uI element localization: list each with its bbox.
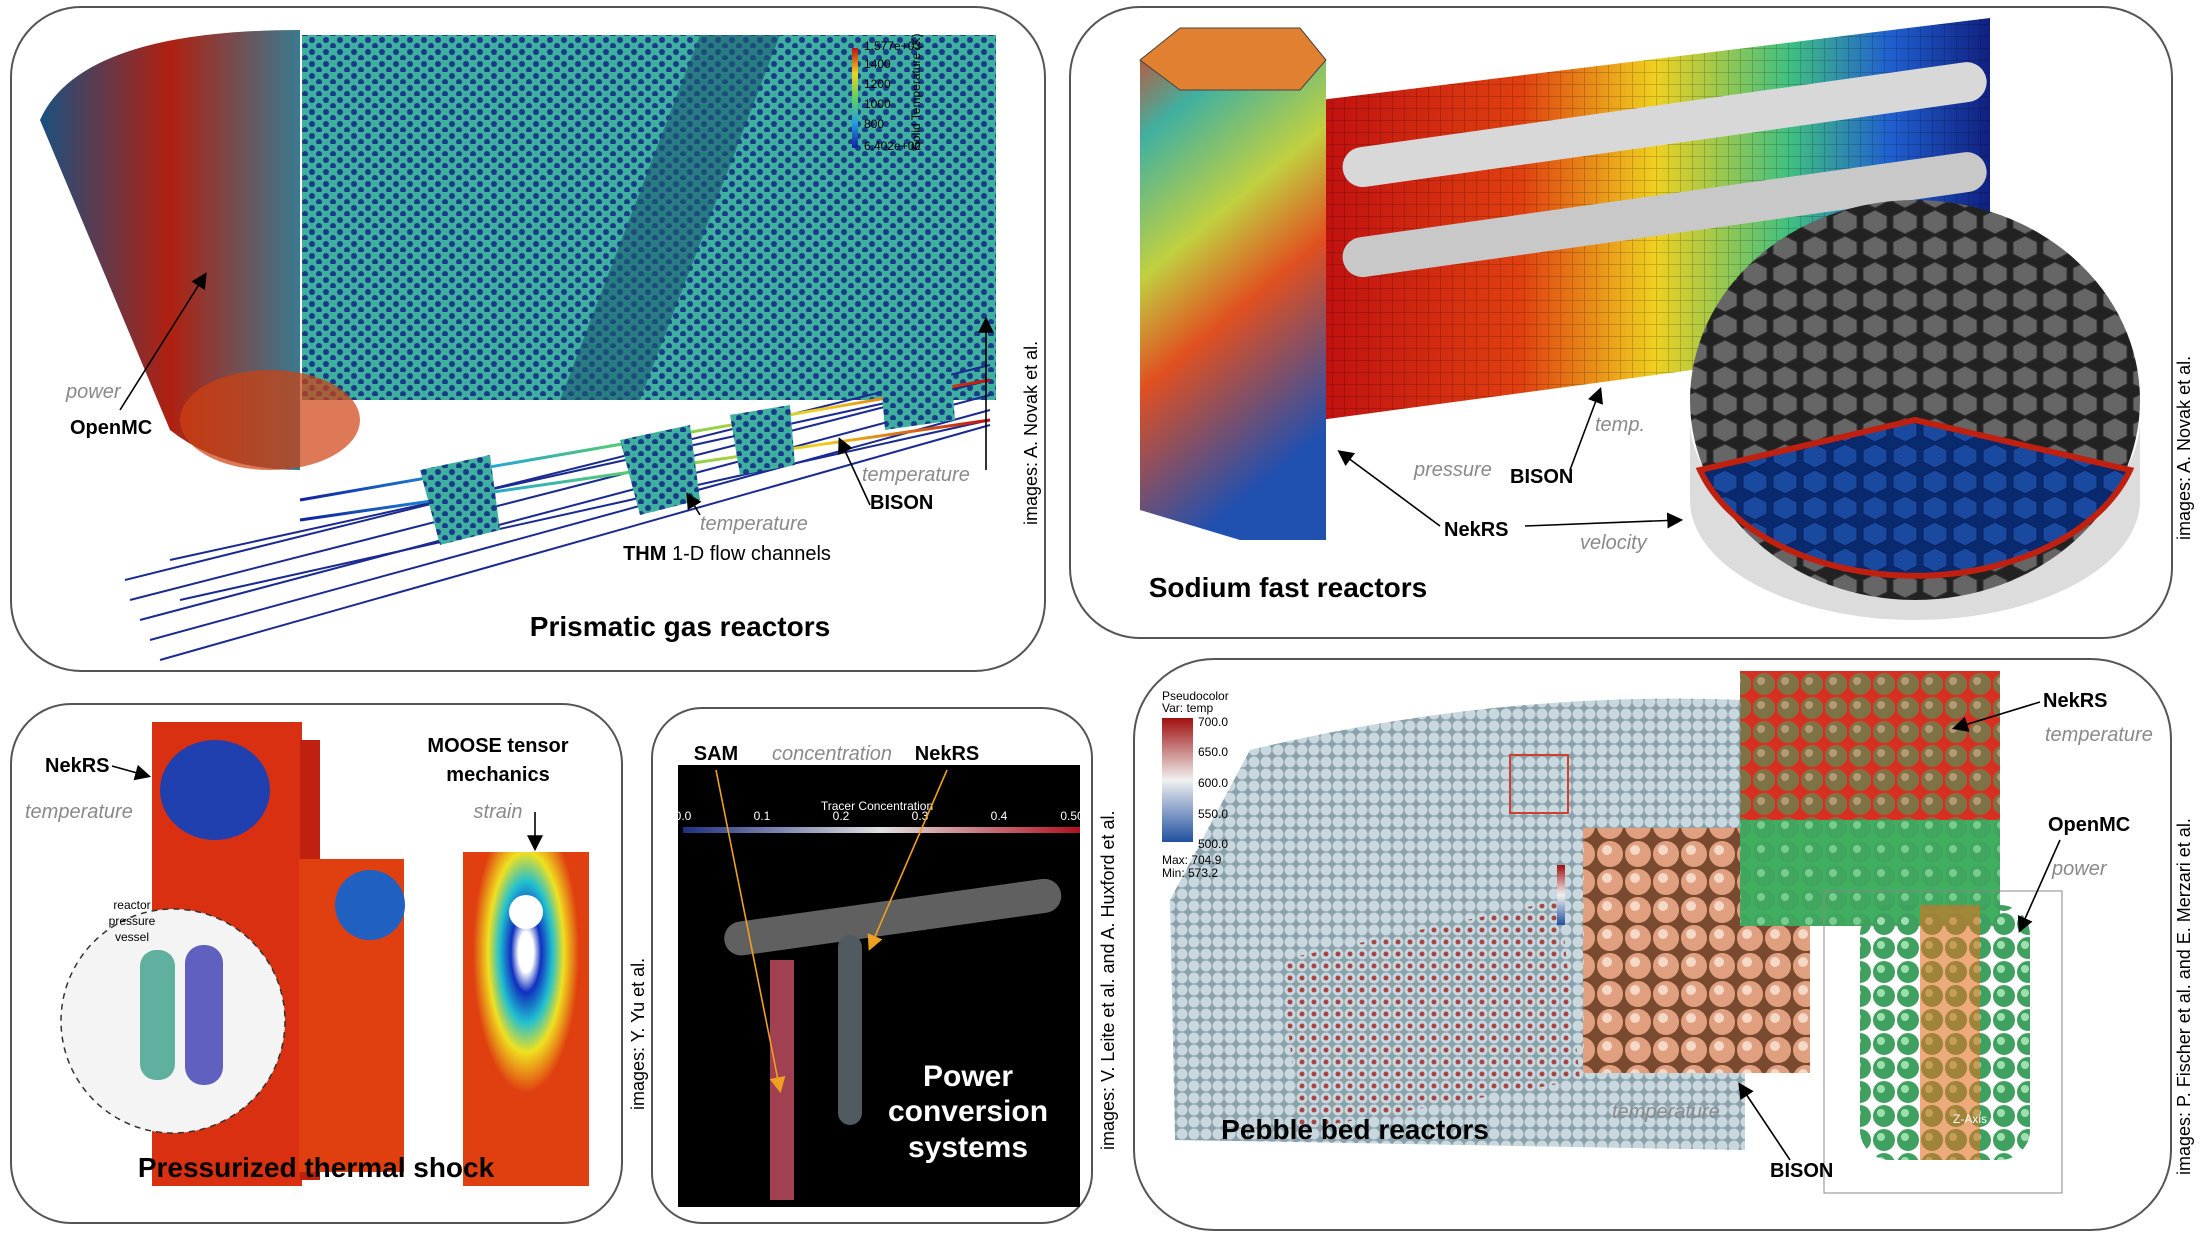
label: temperature	[1612, 1101, 1720, 1123]
sfr-visual	[1139, 18, 2140, 620]
colorbar-tick: 0.3	[912, 809, 929, 823]
label: temperature	[25, 801, 133, 823]
colorbar-tick: 800	[864, 117, 884, 131]
credit: images: A. Novak et al.	[1021, 341, 1041, 525]
label: pressure	[1413, 459, 1492, 481]
render-background	[678, 765, 1080, 1207]
credit: images: P. Fischer et al. and E. Merzari…	[2174, 818, 2194, 1175]
colorbar-tick: 6.402e+02	[864, 139, 921, 153]
axis-label: Z-Axis	[1953, 1112, 1987, 1126]
arrow	[686, 492, 702, 516]
label: THM 1-D flow channels	[623, 543, 831, 565]
colorbar-tick: 600.0	[1198, 776, 1228, 790]
panel-title: Pressurized thermal shock	[138, 1152, 495, 1183]
legend-title: Pseudocolor	[1162, 689, 1229, 703]
label: MOOSE tensor	[427, 735, 568, 757]
legend-min: Min: 573.2	[1162, 866, 1218, 880]
credit: images: A. Novak et al.	[2174, 356, 2194, 540]
credit: images: Y. Yu et al.	[628, 958, 648, 1110]
arrow	[1524, 512, 1684, 529]
label: 1-D flow channels	[672, 543, 831, 565]
label: NekRS	[45, 755, 109, 777]
label: THM	[623, 543, 666, 565]
colorbar-title: Tracer Concentration	[821, 799, 933, 813]
colorbar-tick: 550.0	[1198, 807, 1228, 821]
arrow	[715, 769, 786, 1094]
colorbar-tick: 0.1	[754, 809, 771, 823]
label: strain	[474, 801, 523, 823]
label: power	[2051, 858, 2108, 880]
colorbar-tick: 1000	[864, 97, 891, 111]
label: SAM	[694, 743, 738, 765]
label: temperature	[862, 464, 970, 486]
panel-title: Power	[923, 1060, 1013, 1093]
legend-max: Max: 704.9	[1162, 853, 1222, 867]
colorbar-tick: 0.4	[991, 809, 1008, 823]
label: BISON	[870, 492, 933, 514]
legend-var: Var: temp	[1162, 701, 1213, 715]
label: temperature	[2045, 724, 2153, 746]
arrow	[119, 272, 207, 411]
label: OpenMC	[70, 417, 152, 439]
label: vessel	[115, 930, 149, 944]
arrow	[111, 764, 152, 781]
label: NekRS	[915, 743, 979, 765]
label: BISON	[1510, 466, 1573, 488]
label: OpenMC	[2048, 814, 2130, 836]
colorbar-tick: 500.0	[1198, 837, 1228, 851]
label: NekRS	[1444, 519, 1508, 541]
label: velocity	[1580, 532, 1648, 554]
arrow	[838, 437, 871, 506]
arrow	[1951, 701, 2041, 732]
prismatic-visual	[40, 30, 996, 661]
panel-title: Sodium fast reactors	[1149, 572, 1428, 603]
arrow	[1569, 387, 1603, 471]
label: power	[65, 381, 122, 403]
pts-visual	[60, 722, 589, 1186]
credit: images: V. Leite et al. and A. Huxford e…	[1098, 810, 1118, 1150]
pcs-visual	[683, 827, 1080, 1200]
pebble-visual	[1162, 671, 2063, 1194]
label: concentration	[772, 743, 892, 765]
label: reactor	[113, 898, 150, 912]
colorbar-tick: 700.0	[1198, 715, 1228, 729]
label: pressure	[109, 914, 156, 928]
colorbar-tick: 1400	[864, 57, 891, 71]
panel-title: Prismatic gas reactors	[530, 611, 830, 642]
arrow	[2017, 839, 2061, 933]
colorbar-title: Solid Temperature (K)	[909, 34, 923, 151]
label: BISON	[1770, 1160, 1833, 1182]
label: mechanics	[446, 764, 549, 786]
colorbar-tick: 650.0	[1198, 745, 1228, 759]
panel-title: conversion	[888, 1095, 1048, 1128]
label: NekRS	[2043, 690, 2107, 712]
panel-title: Pebble bed reactors	[1221, 1114, 1489, 1145]
label: temperature	[700, 513, 808, 535]
arrow	[867, 769, 948, 951]
panel-title: systems	[908, 1131, 1028, 1164]
colorbar-tick: 0.0	[675, 809, 692, 823]
colorbar-tick: 1200	[864, 77, 891, 91]
colorbar-tick: 0.50	[1060, 809, 1084, 823]
colorbar-tick: 1.577e+03	[864, 39, 921, 53]
axis-label: Y-Axis	[2075, 945, 2109, 959]
colorbar-tick: 0.2	[833, 809, 850, 823]
label: temp.	[1595, 414, 1645, 436]
arrow	[1337, 450, 1441, 527]
arrow	[1738, 1082, 1791, 1161]
colorbar-1: 1.577e+03 1400 1200 1000 800 6.402e+02 S…	[864, 34, 923, 154]
